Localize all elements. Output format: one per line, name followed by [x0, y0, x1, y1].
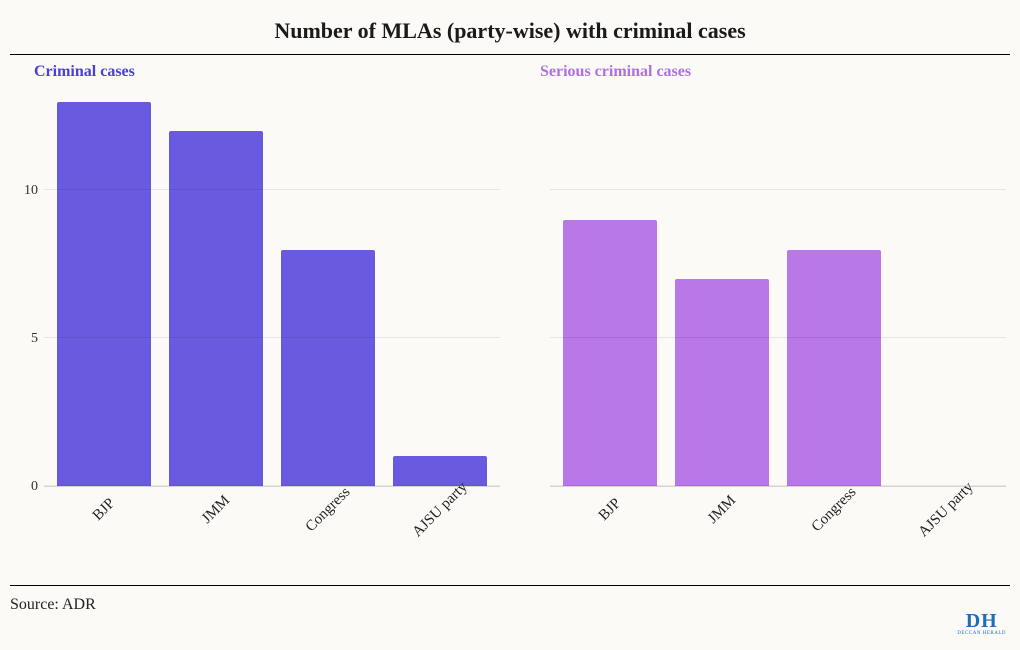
x-label: BJP [65, 471, 195, 601]
y-tick: 10 [24, 183, 38, 199]
grid-line [550, 337, 1006, 338]
bars-0 [44, 87, 500, 486]
logo-sub: DECCAN HERALD [957, 631, 1006, 636]
x-label: Congress [795, 471, 925, 601]
plot-wrap-1 [520, 87, 1006, 487]
bar [281, 250, 375, 486]
bar [563, 220, 657, 486]
x-labels-0: BJPJMMCongressAJSU party [14, 487, 500, 577]
bar [169, 131, 263, 486]
panel-title-criminal: Criminal cases [34, 63, 500, 81]
logo: DH DECCAN HERALD [957, 611, 1006, 636]
panel-criminal: Criminal cases 0 5 10 BJPJMMCongressAJSU p… [14, 61, 500, 577]
bar [787, 250, 881, 486]
panel-title-serious: Serious criminal cases [540, 63, 1006, 81]
grid-line [44, 485, 500, 486]
x-labels-1: BJPJMMCongressAJSU party [520, 487, 1006, 577]
y-tick: 0 [31, 479, 38, 495]
y-tick: 5 [31, 331, 38, 347]
panel-serious: Serious criminal cases BJPJMMCongressAJS… [520, 61, 1006, 577]
bar [675, 279, 769, 486]
grid-line [550, 189, 1006, 190]
grid-line [44, 337, 500, 338]
grid-line [44, 189, 500, 190]
chart-title: Number of MLAs (party-wise) with crimina… [10, 18, 1010, 44]
plot-0 [44, 87, 500, 487]
logo-main: DH [957, 611, 1006, 631]
plot-wrap-0: 0510 [14, 87, 500, 487]
charts-row: Criminal cases 0 5 10 BJPJMMCongressAJSU p… [10, 61, 1010, 577]
top-rule [10, 54, 1010, 55]
x-label: AJSU party [401, 471, 531, 601]
x-label: Congress [289, 471, 419, 601]
x-label: JMM [683, 471, 813, 601]
plot-1 [550, 87, 1006, 487]
y-axis-0: 0510 [14, 87, 44, 487]
x-label: JMM [177, 471, 307, 601]
bar [57, 102, 151, 486]
x-label: BJP [571, 471, 701, 601]
x-label: AJSU party [907, 471, 1020, 601]
grid-line [550, 485, 1006, 486]
bars-1 [550, 87, 1006, 486]
y-axis-1 [520, 87, 550, 487]
